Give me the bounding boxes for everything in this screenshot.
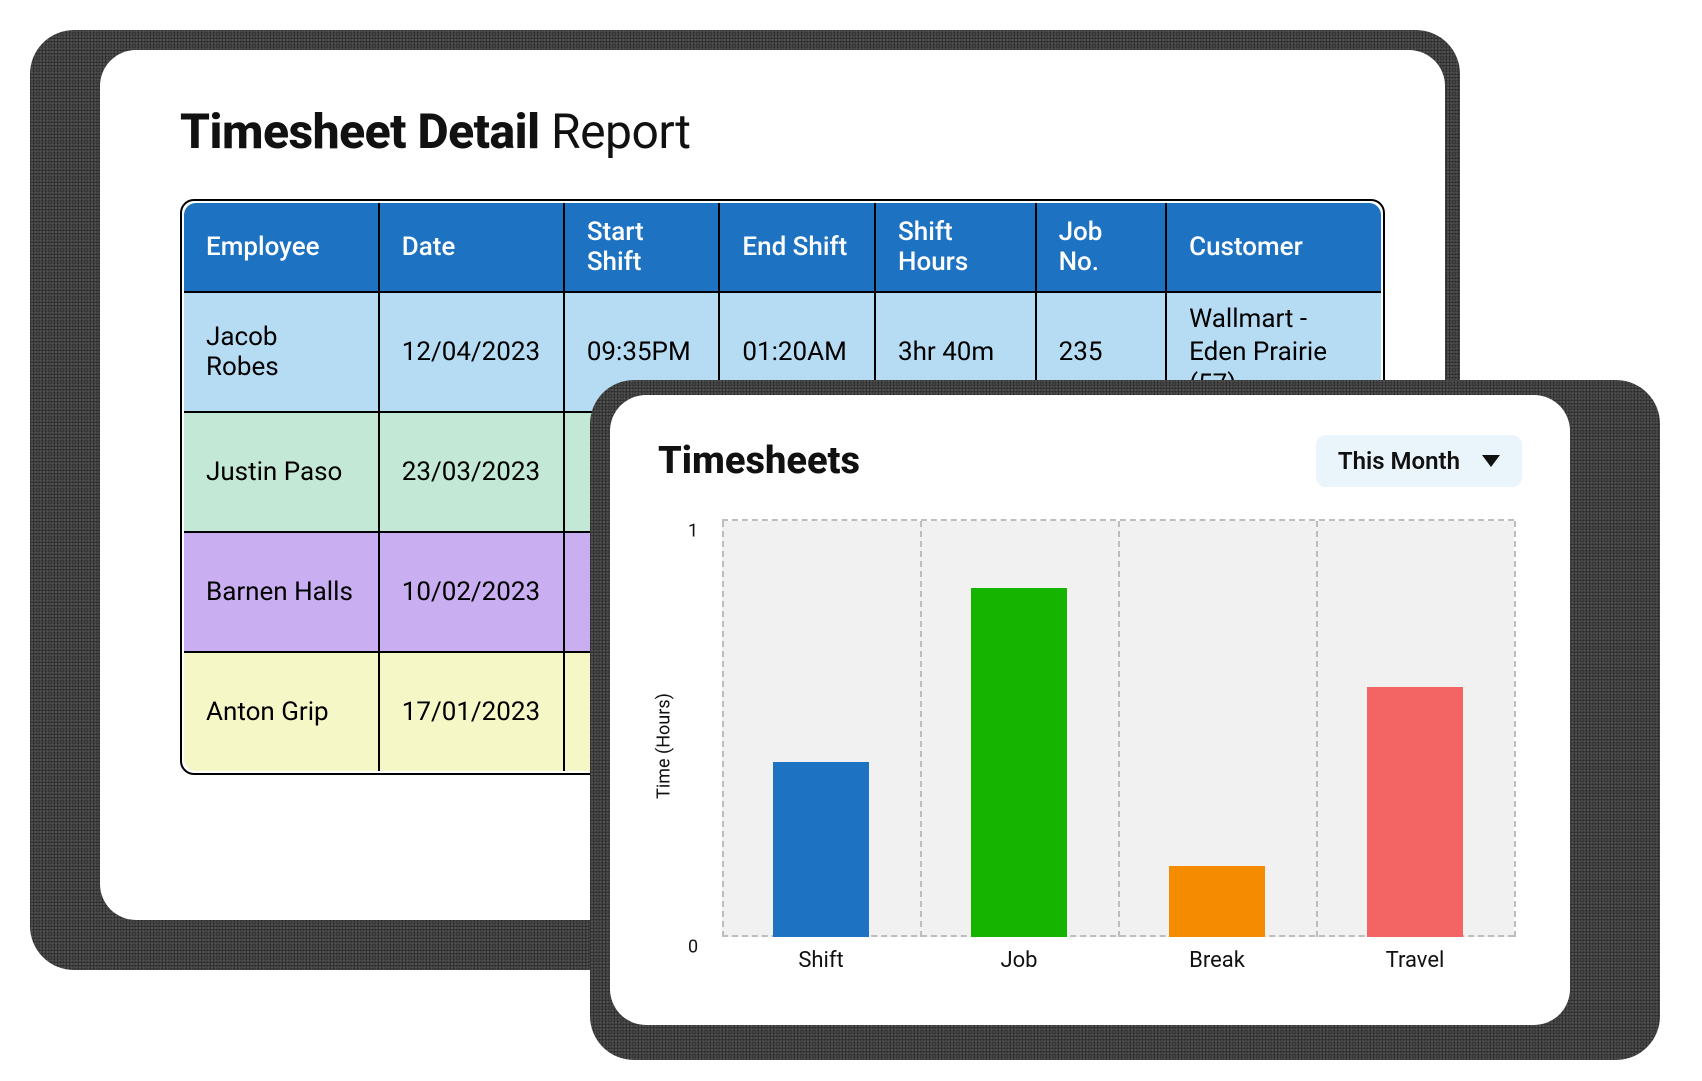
table-header-cell: Employee: [183, 202, 379, 292]
chart-bar: [971, 588, 1066, 937]
chart-bar: [1169, 866, 1264, 937]
table-cell: Jacob Robes: [183, 292, 379, 412]
chart-bar: [1367, 687, 1462, 937]
chart-gridline-v: [1514, 521, 1516, 937]
chart-gridline-v: [1118, 521, 1120, 937]
table-cell: 23/03/2023: [379, 412, 564, 532]
timesheets-chart: Time (Hours) 01 ShiftJobBreakTravel: [694, 511, 1514, 981]
chart-slot: Job: [920, 521, 1118, 937]
chart-gridline-v: [920, 521, 922, 937]
chart-x-label: Travel: [1316, 948, 1514, 973]
table-cell: 10/02/2023: [379, 532, 564, 652]
report-title-bold: Timesheet Detail: [180, 103, 540, 160]
report-title: Timesheet Detail Report: [180, 106, 1385, 159]
timesheets-title: Timesheets: [658, 439, 860, 483]
chevron-down-icon: [1482, 455, 1500, 467]
table-header-cell: End Shift: [719, 202, 875, 292]
chart-slot: Travel: [1316, 521, 1514, 937]
chart-x-label: Job: [920, 948, 1118, 973]
table-header-cell: Date: [379, 202, 564, 292]
table-cell: Barnen Halls: [183, 532, 379, 652]
chart-gridline-v: [722, 521, 724, 937]
chart-x-label: Break: [1118, 948, 1316, 973]
period-select[interactable]: This Month: [1316, 435, 1522, 487]
table-head-row: EmployeeDateStart ShiftEnd ShiftShift Ho…: [183, 202, 1382, 292]
table-header-cell: Shift Hours: [875, 202, 1036, 292]
chart-slot: Break: [1118, 521, 1316, 937]
timesheets-card: Timesheets This Month Time (Hours) 01 Sh…: [610, 395, 1570, 1025]
period-select-label: This Month: [1338, 447, 1460, 475]
chart-y-axis-label: Time (Hours): [654, 693, 675, 799]
table-cell: Justin Paso: [183, 412, 379, 532]
chart-slot: Shift: [722, 521, 920, 937]
table-header-cell: Customer: [1166, 202, 1382, 292]
chart-y-tick: 0: [688, 937, 698, 958]
table-cell: 17/01/2023: [379, 652, 564, 772]
chart-bar: [773, 762, 868, 937]
chart-plot-area: ShiftJobBreakTravel: [722, 521, 1514, 937]
table-header-cell: Start Shift: [564, 202, 720, 292]
table-cell: Anton Grip: [183, 652, 379, 772]
timesheets-header: Timesheets This Month: [658, 435, 1522, 487]
report-title-light: Report: [540, 103, 691, 160]
chart-gridline-v: [1316, 521, 1318, 937]
chart-y-tick: 1: [688, 521, 698, 542]
chart-x-label: Shift: [722, 948, 920, 973]
table-cell: 12/04/2023: [379, 292, 564, 412]
table-header-cell: Job No.: [1036, 202, 1167, 292]
